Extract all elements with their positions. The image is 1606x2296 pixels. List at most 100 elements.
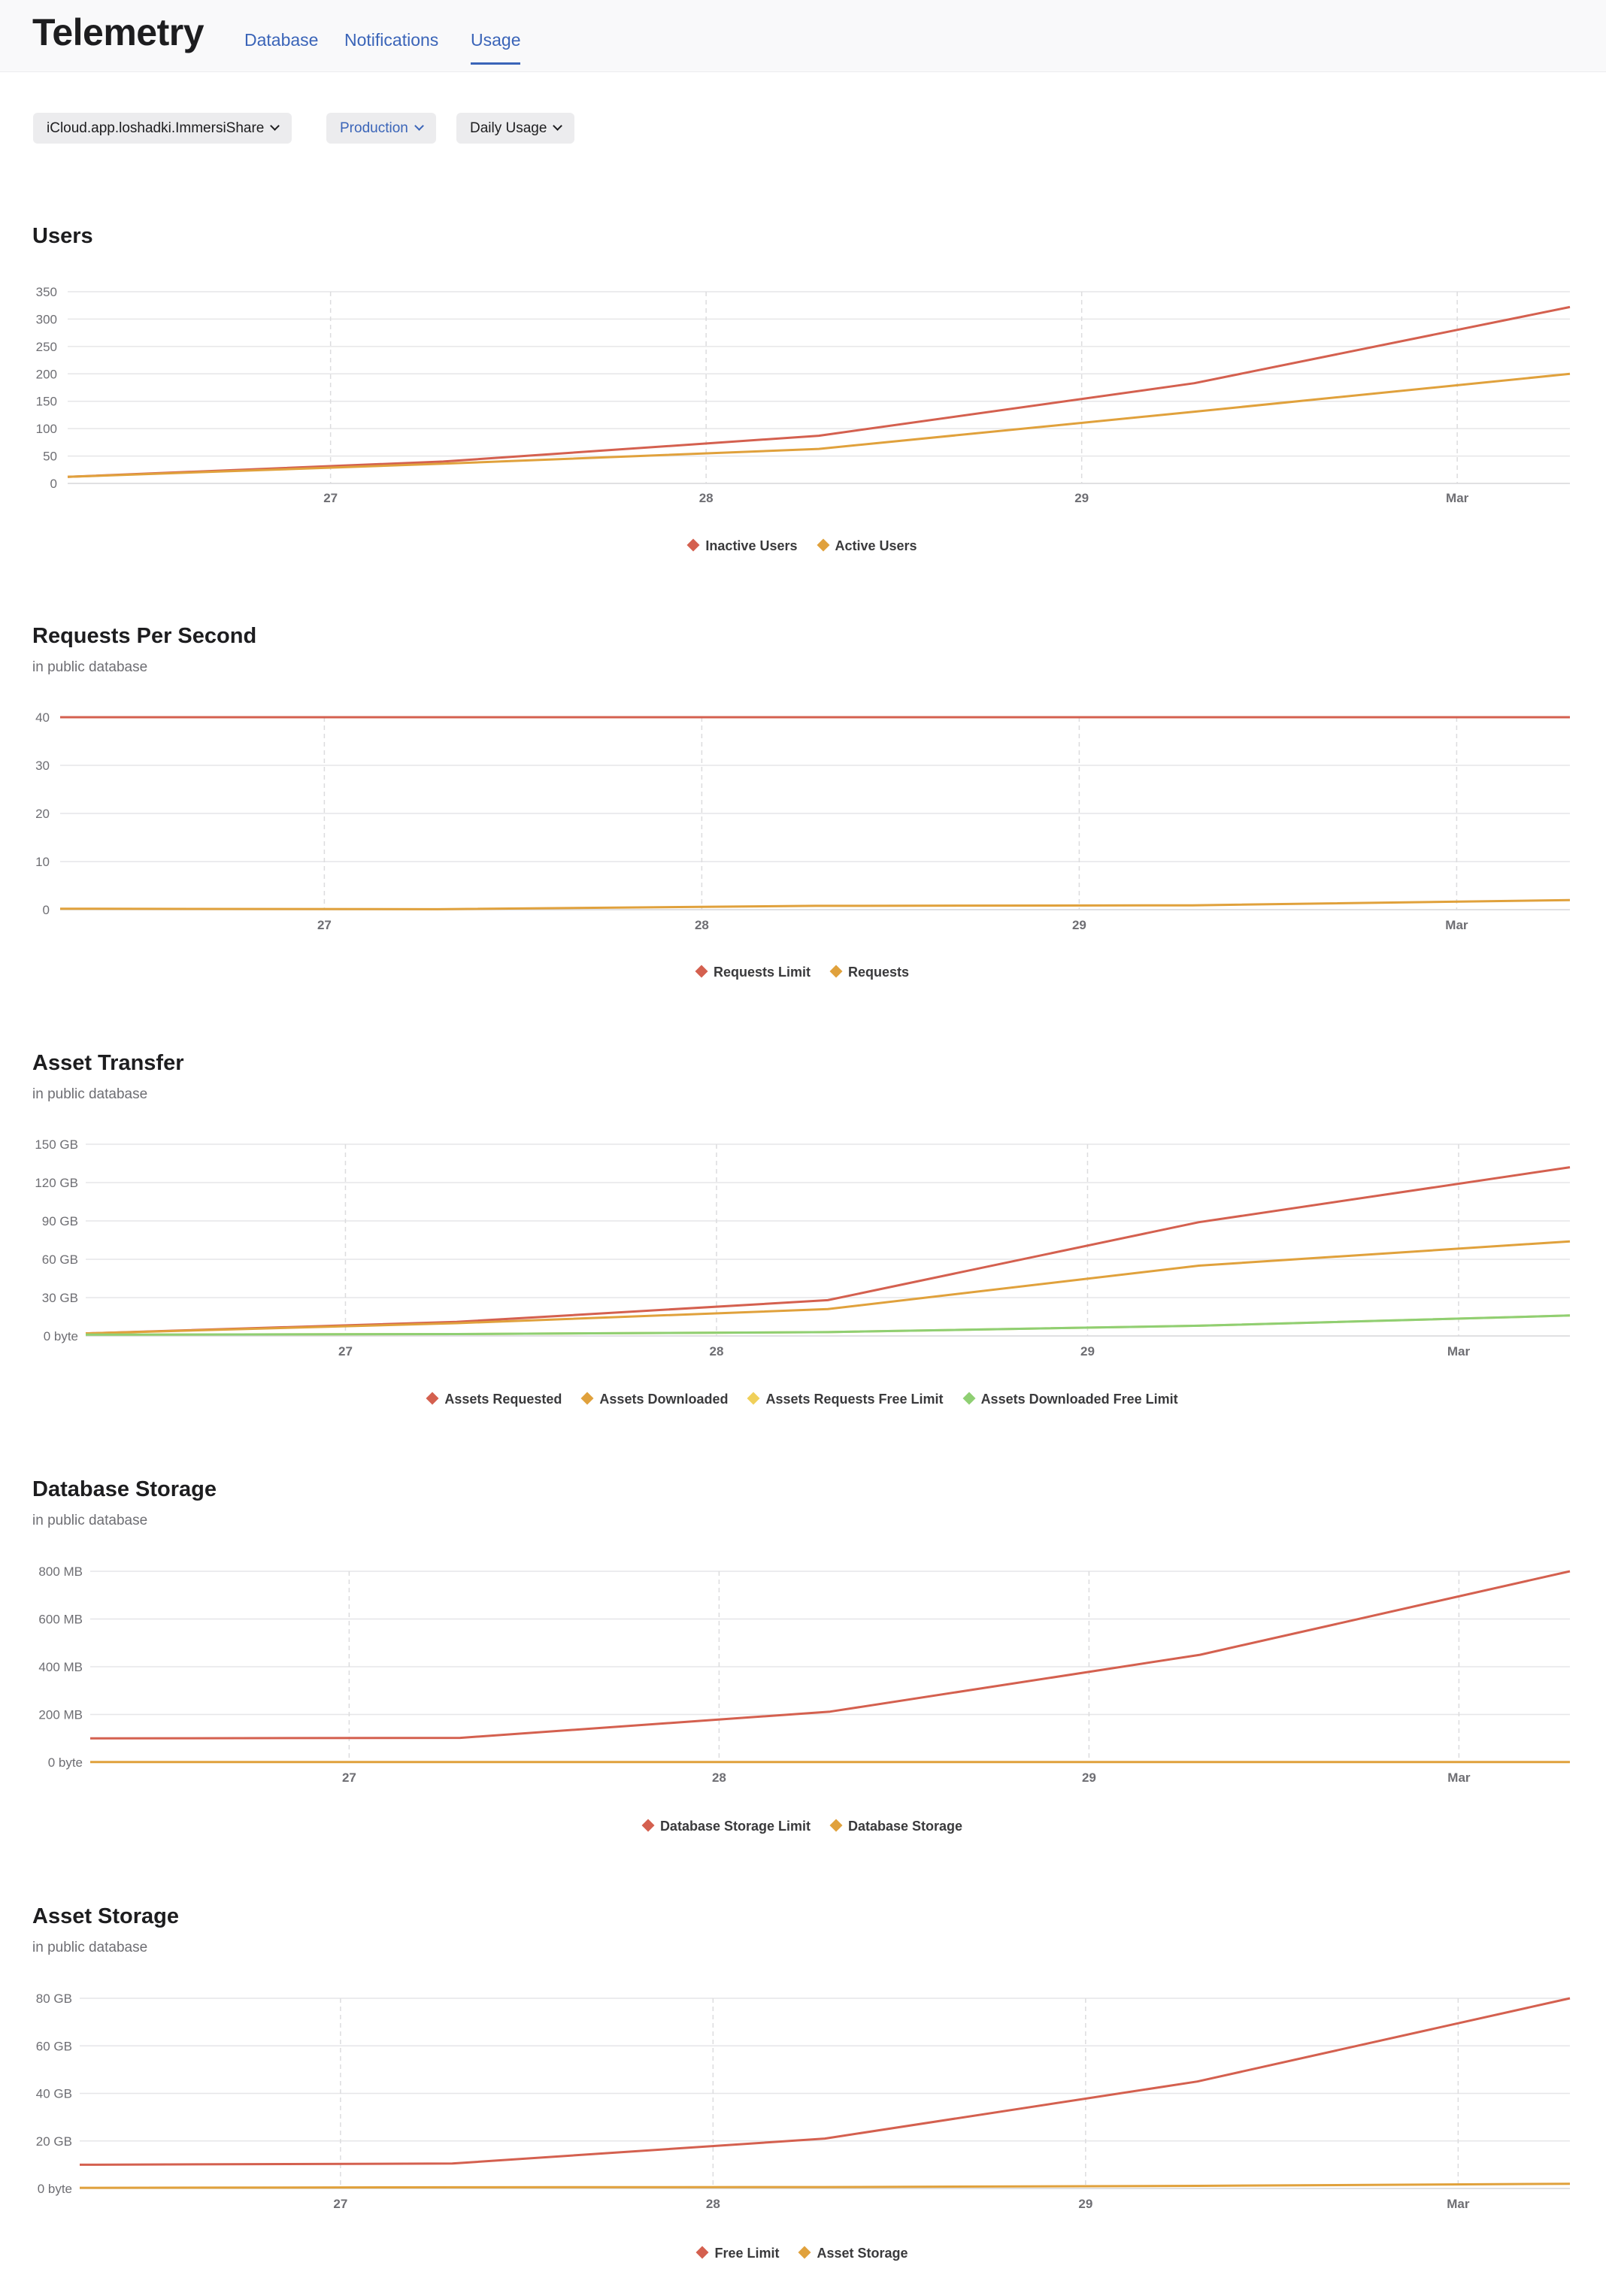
- asset-storage-chart: 0 byte 20 GB 40 GB 60 GB 80 GB 27 28 29 Mar: [36, 1992, 1571, 2211]
- y-tick-label: 10: [35, 855, 50, 869]
- y-tick-label: 350: [36, 285, 57, 299]
- series-line: [89, 1570, 1571, 1740]
- section-title: Requests Per Second: [32, 624, 257, 648]
- y-tick-label: 0 byte: [44, 1329, 78, 1343]
- x-tick-label: Mar: [1445, 918, 1468, 932]
- x-tick-label: 27: [323, 491, 338, 505]
- users-legend: Inactive Users Active Users: [0, 538, 1606, 554]
- y-tick-label: 200: [36, 367, 57, 381]
- x-tick-label: 28: [712, 1770, 726, 1785]
- legend-label: Assets Requests Free Limit: [765, 1392, 944, 1407]
- requests-chart: 0 10 20 30 40 27 28 29 Mar: [35, 710, 1571, 932]
- series-line: [79, 2182, 1571, 2189]
- page-title: Telemetry: [32, 11, 205, 53]
- tab-usage[interactable]: Usage: [471, 30, 521, 65]
- tab-notifications[interactable]: Notifications: [344, 30, 439, 50]
- series-line: [67, 305, 1571, 478]
- y-tick-label: 0: [50, 477, 57, 491]
- period-select[interactable]: Daily Usage: [456, 113, 575, 144]
- x-tick-label: 28: [695, 918, 709, 932]
- y-tick-label: 300: [36, 312, 57, 326]
- users-chart: 0 50 100 150 200 250 300 350 27 28 29 Mar: [36, 285, 1571, 505]
- series-line: [59, 898, 1571, 910]
- y-tick-label: 0: [43, 903, 50, 917]
- legend-item[interactable]: Assets Requests Free Limit: [747, 1392, 944, 1407]
- legend-item[interactable]: Assets Downloaded: [580, 1392, 729, 1407]
- asset-transfer-legend: Assets Requested Assets Downloaded Assets …: [0, 1392, 1606, 1407]
- x-tick-label: 28: [706, 2197, 720, 2211]
- section-subtitle: in public database: [32, 1086, 148, 1102]
- x-tick-label: 27: [342, 1770, 356, 1785]
- series-line: [85, 1240, 1571, 1335]
- legend-label: Requests Limit: [713, 965, 811, 980]
- legend-item[interactable]: Database Storage: [829, 1819, 962, 1834]
- y-tick-label: 20: [35, 807, 50, 821]
- y-tick-label: 50: [43, 450, 57, 464]
- y-tick-label: 600 MB: [38, 1613, 83, 1627]
- environment-select-label: Production: [340, 120, 408, 136]
- x-tick-label: 27: [338, 1344, 353, 1359]
- legend-item[interactable]: Inactive Users: [686, 538, 798, 554]
- legend-label: Assets Requested: [444, 1392, 562, 1407]
- legend-label: Asset Storage: [817, 2246, 908, 2261]
- asset-storage-legend: Free Limit Asset Storage: [0, 2246, 1606, 2261]
- x-tick-label: 29: [1082, 1770, 1096, 1785]
- y-tick-label: 20 GB: [36, 2134, 72, 2149]
- section-subtitle: in public database: [32, 1940, 148, 1955]
- x-tick-label: 29: [1080, 1344, 1095, 1359]
- legend-swatch-icon: [798, 2246, 811, 2259]
- series-line: [79, 1997, 1571, 2166]
- x-tick-label: 29: [1078, 2197, 1092, 2211]
- environment-select[interactable]: Production: [326, 113, 436, 144]
- y-tick-label: 100: [36, 422, 57, 436]
- period-select-label: Daily Usage: [470, 120, 547, 136]
- legend-item[interactable]: Free Limit: [695, 2246, 780, 2261]
- legend-label: Assets Downloaded: [599, 1392, 729, 1407]
- container-select[interactable]: iCloud.app.loshadki.ImmersiShare: [33, 113, 292, 144]
- y-tick-label: 0 byte: [48, 1755, 83, 1770]
- legend-item[interactable]: Requests Limit: [695, 965, 811, 980]
- y-tick-label: 60 GB: [36, 2039, 72, 2053]
- y-tick-label: 80 GB: [36, 1992, 72, 2006]
- x-tick-label: 28: [699, 491, 714, 505]
- y-tick-label: 40: [35, 710, 50, 725]
- legend-swatch-icon: [695, 2246, 709, 2259]
- x-tick-label: 27: [317, 918, 332, 932]
- series-line: [67, 372, 1571, 478]
- legend-label: Free Limit: [714, 2246, 780, 2261]
- section-subtitle: in public database: [32, 659, 148, 675]
- legend-item[interactable]: Database Storage Limit: [641, 1819, 811, 1834]
- x-tick-label: Mar: [1447, 1770, 1471, 1785]
- x-tick-label: 27: [333, 2197, 347, 2211]
- y-tick-label: 150 GB: [35, 1137, 78, 1152]
- x-tick-label: 29: [1074, 491, 1089, 505]
- legend-item[interactable]: Assets Requested: [426, 1392, 562, 1407]
- legend-label: Active Users: [835, 538, 917, 553]
- section-title: Asset Storage: [32, 1904, 180, 1928]
- y-tick-label: 60 GB: [42, 1253, 78, 1267]
- container-select-label: iCloud.app.loshadki.ImmersiShare: [47, 120, 265, 136]
- tab-database[interactable]: Database: [244, 30, 319, 50]
- y-tick-label: 40 GB: [36, 2087, 72, 2101]
- section-title: Database Storage: [32, 1477, 217, 1501]
- y-tick-label: 150: [36, 395, 57, 409]
- database-storage-chart: 0 byte 200 MB 400 MB 600 MB 800 MB 27 28 29 Mar: [38, 1564, 1571, 1785]
- section-title: Asset Transfer: [32, 1051, 184, 1075]
- y-tick-label: 200 MB: [38, 1708, 83, 1722]
- legend-item[interactable]: Asset Storage: [798, 2246, 908, 2261]
- legend-item[interactable]: Active Users: [817, 538, 917, 554]
- legend-label: Assets Downloaded Free Limit: [980, 1392, 1178, 1407]
- y-tick-label: 120 GB: [35, 1176, 78, 1190]
- y-tick-label: 800 MB: [38, 1564, 83, 1579]
- x-tick-label: Mar: [1446, 491, 1469, 505]
- legend-item[interactable]: Assets Downloaded Free Limit: [962, 1392, 1178, 1407]
- legend-label: Inactive Users: [705, 538, 798, 553]
- legend-item[interactable]: Requests: [829, 965, 910, 980]
- y-tick-label: 400 MB: [38, 1660, 83, 1674]
- section-title: Users: [32, 224, 93, 248]
- x-tick-label: Mar: [1447, 2197, 1470, 2211]
- legend-label: Database Storage Limit: [659, 1819, 811, 1834]
- legend-label: Requests: [848, 965, 910, 980]
- x-tick-label: 29: [1072, 918, 1086, 932]
- asset-transfer-chart: 0 byte 30 GB 60 GB 90 GB 120 GB 150 GB 27 28 29 M…: [35, 1137, 1571, 1359]
